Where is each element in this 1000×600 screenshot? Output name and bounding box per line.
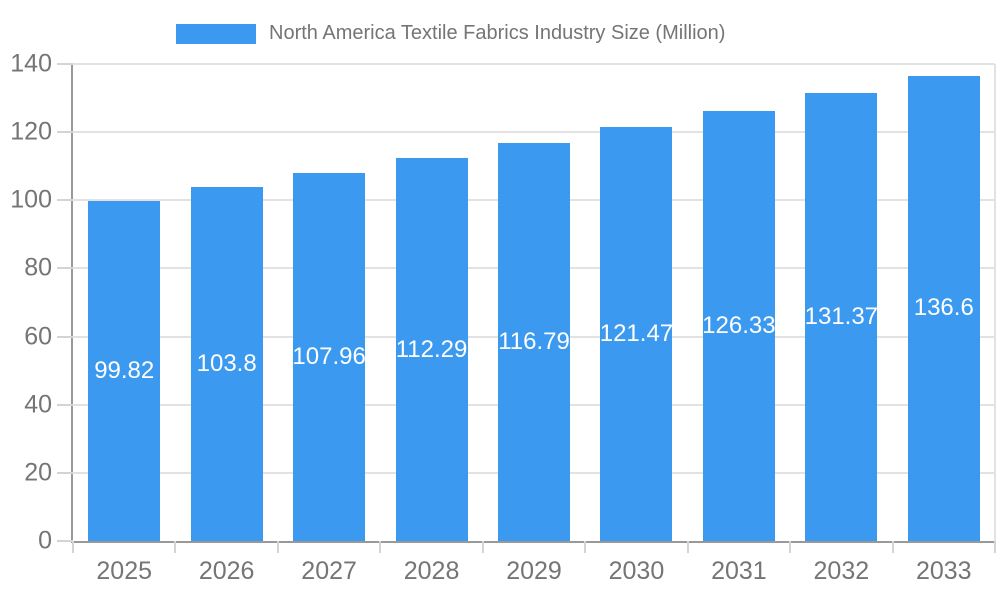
y-tick-label: 0 <box>38 526 52 555</box>
y-tick-label: 40 <box>24 390 52 419</box>
x-axis-tick-mark <box>789 541 792 553</box>
bar-2025 <box>88 200 161 541</box>
x-axis-line <box>71 541 995 543</box>
x-tick-label: 2030 <box>608 557 665 585</box>
bar-value-label: 126.33 <box>702 311 776 339</box>
x-tick-label: 2025 <box>96 557 153 585</box>
x-tick-label: 2033 <box>915 557 972 585</box>
chart-title: North America Textile Fabrics Industry S… <box>269 22 726 44</box>
plot-area: 99.82 103.8 107.96 112.29 116.79 121.47 126.33… <box>10 50 996 585</box>
bar-2026 <box>190 187 263 541</box>
y-tick-label: 80 <box>24 253 52 282</box>
y-axis-line <box>71 64 73 543</box>
chart-legend: North America Textile Fabrics Industry S… <box>176 22 725 45</box>
x-tick-label: 2027 <box>301 557 357 585</box>
y-axis-tick-mark <box>57 199 73 202</box>
y-axis-tick-mark <box>57 540 73 542</box>
x-tick-label: 2029 <box>506 557 562 585</box>
y-axis-tick-mark <box>57 131 73 134</box>
bar-value-label: 131.37 <box>804 303 879 331</box>
x-axis-tick-mark <box>686 541 689 553</box>
bar-value-label: 136.6 <box>913 294 974 322</box>
x-axis-tick-mark <box>481 541 484 553</box>
x-axis-tick-mark <box>891 541 894 553</box>
x-axis-tick-mark <box>379 541 382 553</box>
bar-value-label: 107.96 <box>292 343 366 371</box>
gridline <box>73 131 995 134</box>
bar-2028 <box>395 158 468 541</box>
x-axis-tick-mark <box>72 541 74 553</box>
bar-2027 <box>293 173 366 541</box>
y-axis-tick-mark <box>57 267 73 270</box>
y-tick-label: 120 <box>10 117 52 146</box>
bar-2031 <box>702 110 775 541</box>
bar-value-label: 116.79 <box>498 328 570 356</box>
x-axis-tick-mark <box>174 541 177 553</box>
bar-2030 <box>600 127 673 541</box>
y-tick-label: 60 <box>24 322 52 351</box>
bar-2033 <box>907 75 980 541</box>
x-axis-tick-mark <box>994 541 996 553</box>
bar-value-label: 103.8 <box>196 350 257 378</box>
y-tick-label: 140 <box>10 49 52 78</box>
x-axis-tick-mark <box>276 541 279 553</box>
x-axis-tick-mark <box>584 541 587 553</box>
gridline <box>73 63 995 65</box>
y-tick-label: 100 <box>10 185 52 214</box>
x-tick-label: 2026 <box>198 557 255 585</box>
y-axis-tick-mark <box>57 335 73 338</box>
x-tick-label: 2031 <box>711 557 767 585</box>
bar-value-label: 112.29 <box>395 335 468 363</box>
bar-value-label: 99.82 <box>94 356 155 384</box>
y-axis-tick-mark <box>57 403 73 406</box>
bar-2029 <box>498 143 570 541</box>
plot-right-border <box>994 64 996 541</box>
legend-swatch <box>176 23 256 44</box>
y-tick-label: 20 <box>24 458 52 487</box>
x-tick-label: 2032 <box>813 557 870 585</box>
y-axis-tick-mark <box>57 471 73 474</box>
bar-value-label: 121.47 <box>599 320 674 348</box>
x-tick-label: 2028 <box>403 557 460 585</box>
bar-2032 <box>805 93 878 541</box>
y-axis-tick-mark <box>57 63 73 65</box>
